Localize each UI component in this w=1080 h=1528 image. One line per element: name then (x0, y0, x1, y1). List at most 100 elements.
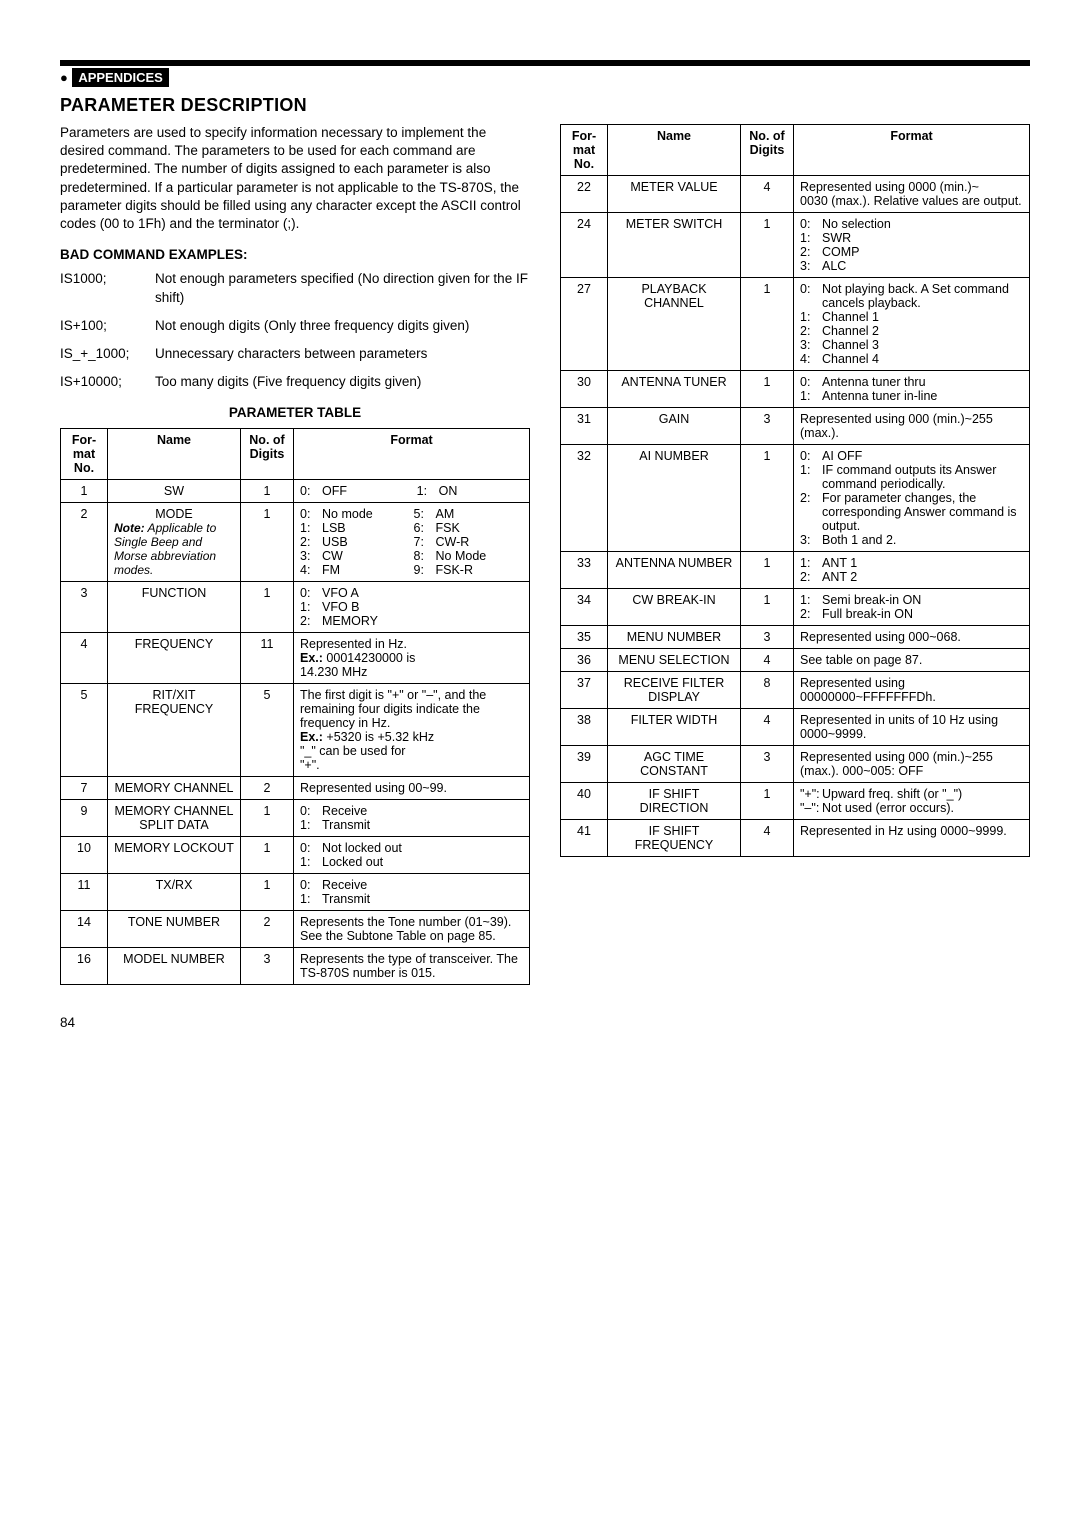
parameter-table-left: For- mat No. Name No. of Digits Format 1… (60, 428, 530, 985)
section-title: PARAMETER DESCRIPTION (60, 95, 1030, 116)
format-no: 41 (561, 820, 608, 857)
intro-paragraph: Parameters are used to specify informati… (60, 124, 530, 233)
format-no: 3 (61, 582, 108, 633)
format-no: 10 (61, 837, 108, 874)
example-command: IS+10000; (60, 373, 155, 391)
table-row: 3FUNCTION10:VFO A1:VFO B2:MEMORY (61, 582, 530, 633)
format-desc: Represented using 0000 (min.)~ 0030 (max… (794, 176, 1030, 213)
format-no: 33 (561, 552, 608, 589)
format-no: 5 (61, 684, 108, 777)
format-no: 35 (561, 626, 608, 649)
format-desc: 0:Receive1:Transmit (294, 800, 530, 837)
param-name: AI NUMBER (608, 445, 741, 552)
num-digits: 1 (741, 783, 794, 820)
param-name: MEMORY LOCKOUT (108, 837, 241, 874)
example-desc: Too many digits (Five frequency digits g… (155, 373, 421, 391)
format-no: 16 (61, 948, 108, 985)
format-desc: The first digit is "+" or "–", and the r… (294, 684, 530, 777)
param-name: SW (108, 480, 241, 503)
bad-examples-list: IS1000;Not enough parameters specified (… (60, 270, 530, 391)
format-desc: 0:Antenna tuner thru1:Antenna tuner in-l… (794, 371, 1030, 408)
format-desc: Represented using 000 (min.)~255 (max.).… (794, 746, 1030, 783)
parameter-table-right: For- mat No. Name No. of Digits Format 2… (560, 124, 1030, 857)
table-row: 35MENU NUMBER3Represented using 000~068. (561, 626, 1030, 649)
col-header-name: Name (608, 125, 741, 176)
num-digits: 4 (741, 709, 794, 746)
param-name: MENU SELECTION (608, 649, 741, 672)
format-no: 9 (61, 800, 108, 837)
param-name: FREQUENCY (108, 633, 241, 684)
num-digits: 3 (241, 948, 294, 985)
right-column: For- mat No. Name No. of Digits Format 2… (560, 124, 1030, 985)
param-name: AGC TIME CONSTANT (608, 746, 741, 783)
param-name: PLAYBACK CHANNEL (608, 278, 741, 371)
table-row: 2MODENote: Applicable to Single Beep and… (61, 503, 530, 582)
table-row: 22METER VALUE4Represented using 0000 (mi… (561, 176, 1030, 213)
format-desc: See table on page 87. (794, 649, 1030, 672)
format-desc: 0:No selection1:SWR2:COMP3:ALC (794, 213, 1030, 278)
bad-example-item: IS+100;Not enough digits (Only three fre… (60, 317, 530, 335)
format-desc: 0:VFO A1:VFO B2:MEMORY (294, 582, 530, 633)
param-name: ANTENNA TUNER (608, 371, 741, 408)
format-desc: Represented in Hz. Ex.: 00014230000 is 1… (294, 633, 530, 684)
table-row: 41IF SHIFT FREQUENCY4Represented in Hz u… (561, 820, 1030, 857)
format-no: 22 (561, 176, 608, 213)
param-name: IF SHIFT FREQUENCY (608, 820, 741, 857)
num-digits: 4 (741, 176, 794, 213)
col-header-no: For- mat No. (561, 125, 608, 176)
table-row: 37RECEIVE FILTER DISPLAY8Represented usi… (561, 672, 1030, 709)
format-no: 24 (561, 213, 608, 278)
format-desc: "+":Upward freq. shift (or "_")"–":Not u… (794, 783, 1030, 820)
table-row: 33ANTENNA NUMBER11:ANT 12:ANT 2 (561, 552, 1030, 589)
num-digits: 4 (741, 649, 794, 672)
param-name: CW BREAK-IN (608, 589, 741, 626)
param-name: METER SWITCH (608, 213, 741, 278)
table-row: 9MEMORY CHANNEL SPLIT DATA10:Receive1:Tr… (61, 800, 530, 837)
num-digits: 1 (241, 874, 294, 911)
table-row: 31GAIN3Represented using 000 (min.)~255 … (561, 408, 1030, 445)
table-row: 38FILTER WIDTH4Represented in units of 1… (561, 709, 1030, 746)
param-name: MEMORY CHANNEL SPLIT DATA (108, 800, 241, 837)
format-no: 40 (561, 783, 608, 820)
format-desc: 0:Receive1:Transmit (294, 874, 530, 911)
format-no: 37 (561, 672, 608, 709)
num-digits: 1 (241, 800, 294, 837)
num-digits: 1 (741, 213, 794, 278)
num-digits: 1 (241, 503, 294, 582)
bad-example-item: IS_+_1000;Unnecessary characters between… (60, 345, 530, 363)
format-no: 2 (61, 503, 108, 582)
param-name: GAIN (608, 408, 741, 445)
param-name: ANTENNA NUMBER (608, 552, 741, 589)
example-desc: Not enough digits (Only three frequency … (155, 317, 469, 335)
table-row: 39AGC TIME CONSTANT3Represented using 00… (561, 746, 1030, 783)
format-desc: 1:Semi break-in ON2:Full break-in ON (794, 589, 1030, 626)
format-no: 1 (61, 480, 108, 503)
table-row: 10MEMORY LOCKOUT10:Not locked out1:Locke… (61, 837, 530, 874)
num-digits: 1 (741, 552, 794, 589)
num-digits: 3 (741, 626, 794, 649)
table-row: 30ANTENNA TUNER10:Antenna tuner thru1:An… (561, 371, 1030, 408)
table-row: 36MENU SELECTION4See table on page 87. (561, 649, 1030, 672)
num-digits: 3 (741, 746, 794, 783)
bad-example-item: IS1000;Not enough parameters specified (… (60, 270, 530, 306)
format-no: 4 (61, 633, 108, 684)
format-desc: 0:OFF1:ON (294, 480, 530, 503)
format-desc: 0:Not locked out1:Locked out (294, 837, 530, 874)
num-digits: 5 (241, 684, 294, 777)
format-desc: Represented in units of 10 Hz using 0000… (794, 709, 1030, 746)
num-digits: 4 (741, 820, 794, 857)
format-no: 32 (561, 445, 608, 552)
num-digits: 1 (741, 445, 794, 552)
format-desc: 0:Not playing back. A Set command cancel… (794, 278, 1030, 371)
param-name: MODEL NUMBER (108, 948, 241, 985)
format-no: 36 (561, 649, 608, 672)
param-name: TX/RX (108, 874, 241, 911)
format-desc: Represented using 00000000~FFFFFFFDh. (794, 672, 1030, 709)
format-no: 39 (561, 746, 608, 783)
col-header-format: Format (294, 429, 530, 480)
table-row: 5RIT/XIT FREQUENCY5The first digit is "+… (61, 684, 530, 777)
param-name: FUNCTION (108, 582, 241, 633)
num-digits: 2 (241, 777, 294, 800)
format-desc: Represents the type of transceiver. The … (294, 948, 530, 985)
format-no: 7 (61, 777, 108, 800)
